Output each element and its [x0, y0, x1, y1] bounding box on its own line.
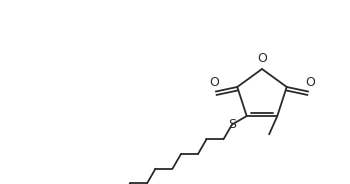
Text: O: O [305, 76, 315, 89]
Text: O: O [209, 76, 219, 89]
Text: O: O [257, 52, 267, 65]
Text: S: S [228, 118, 236, 131]
